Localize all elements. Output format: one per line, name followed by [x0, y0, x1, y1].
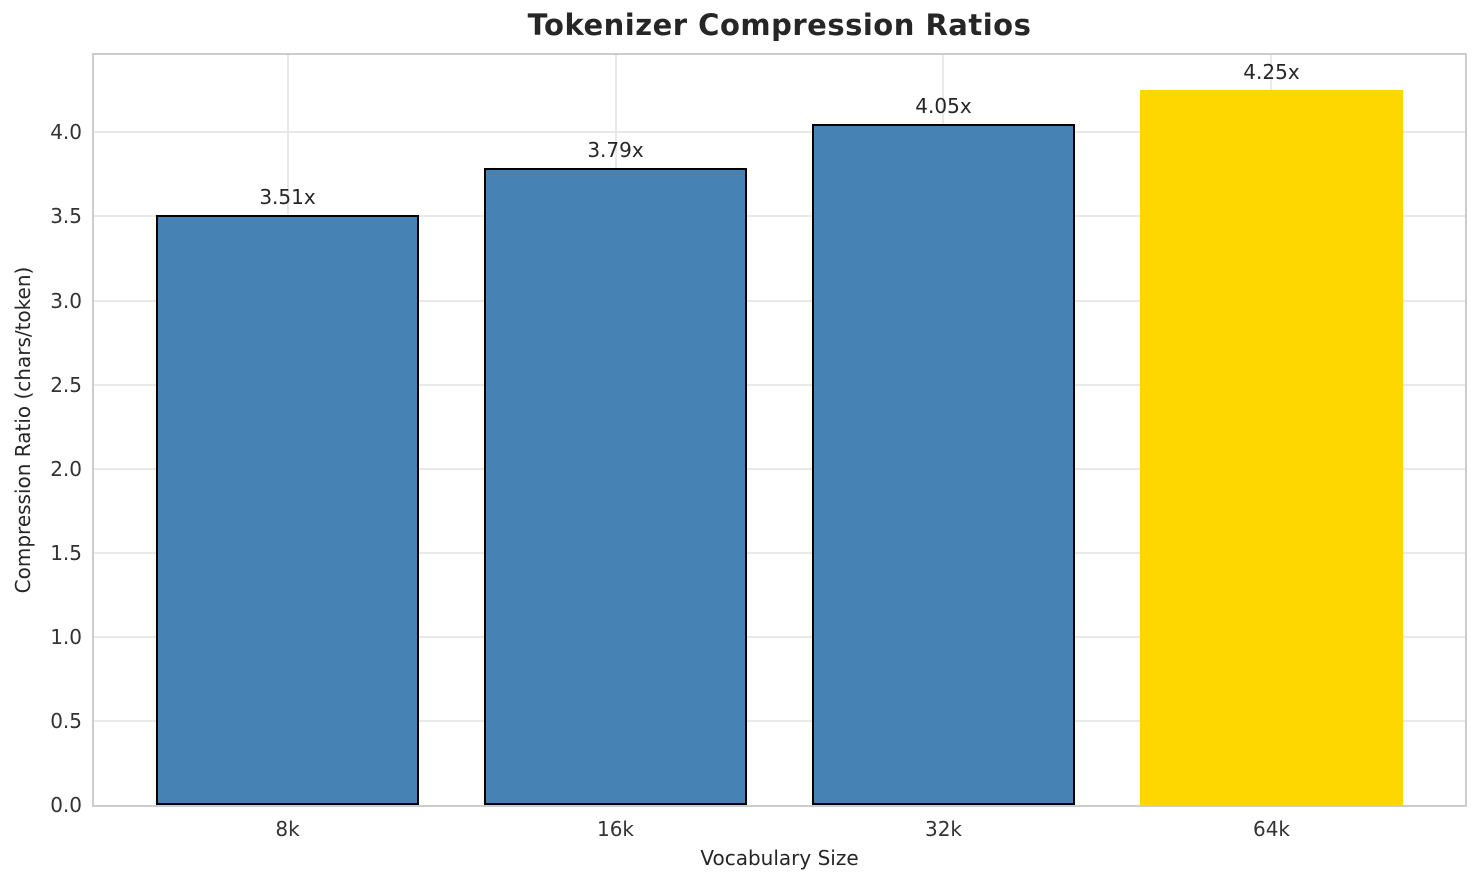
x-axis-label: Vocabulary Size	[700, 846, 859, 870]
bar-value-label: 3.51x	[259, 184, 316, 209]
y-tick-label: 4.0	[50, 120, 82, 145]
gridline-h	[94, 719, 1465, 722]
bar	[484, 167, 747, 805]
y-tick-label: 0.0	[50, 793, 82, 817]
gridline-h	[94, 383, 1465, 386]
bar-value-label: 3.79x	[587, 137, 644, 162]
x-tick-label: 64k	[1252, 817, 1290, 841]
bar	[156, 214, 419, 805]
bar-value-label: 4.05x	[915, 93, 972, 118]
y-tick-label: 1.5	[50, 540, 82, 565]
x-tick-label: 32k	[924, 817, 962, 841]
y-tick-label: 3.5	[50, 204, 82, 229]
bar	[812, 123, 1075, 805]
gridline-h	[94, 299, 1465, 302]
gridline-h	[94, 635, 1465, 638]
y-axis-label: Compression Ratio (chars/token)	[11, 266, 35, 594]
bar-value-label: 4.25x	[1243, 60, 1300, 85]
bar	[1140, 90, 1403, 805]
x-tick-label: 16k	[596, 817, 635, 841]
y-tick-label: 3.0	[50, 288, 82, 313]
y-tick-label: 1.0	[50, 624, 82, 649]
plot-area: 3.51x 8k 3.79x 16k 4.05x 32k 4.25x 64k 0.0 0.5 1.0…	[50, 53, 1467, 841]
gridline-h	[94, 467, 1465, 470]
x-tick-label: 8k	[275, 817, 300, 841]
y-tick-label: 2.0	[50, 456, 82, 481]
gridline-h	[94, 551, 1465, 554]
chart-title: Tokenizer Compression Ratios	[527, 8, 1032, 42]
y-tick-label: 0.5	[50, 708, 82, 733]
gridline-h	[94, 131, 1465, 134]
y-tick-label: 2.5	[50, 372, 82, 397]
gridline-h	[94, 215, 1465, 218]
